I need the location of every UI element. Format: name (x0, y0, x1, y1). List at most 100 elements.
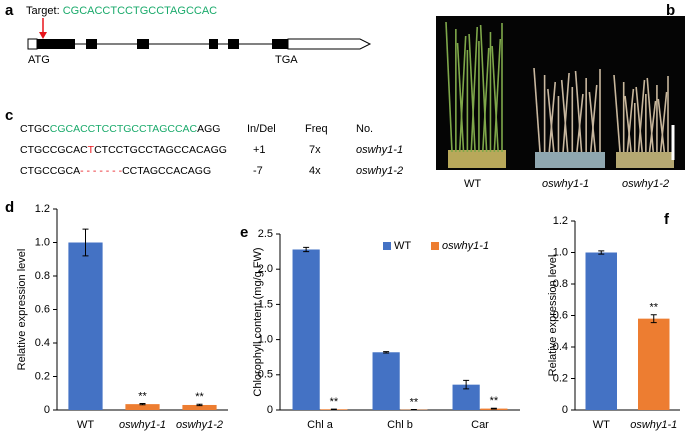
y-tick-label: 0.5 (258, 369, 273, 381)
sequence-part: CTCCTGCCTAGCCACAGG (94, 144, 227, 156)
leaf (479, 24, 488, 153)
indel: -7 (253, 165, 263, 177)
sequence-part: CCTAGCCACAGG (122, 165, 211, 177)
y-tick-label: 0 (44, 404, 50, 416)
error-bar (490, 407, 497, 410)
significance: ** (649, 302, 658, 314)
exon (37, 39, 75, 49)
y-axis-label: Chlorophyll content (mg/g FW) (252, 247, 264, 396)
error-bar (650, 314, 657, 324)
exon (86, 39, 97, 49)
genotype: oswhy1-1 (542, 178, 589, 190)
freq: 4x (309, 165, 321, 177)
leaf (659, 91, 668, 153)
y-tick-label: 0.4 (35, 337, 50, 349)
leaf (613, 74, 621, 153)
legend-swatch (431, 242, 439, 250)
sequence-part: CTGC (20, 123, 50, 135)
leaf (626, 88, 635, 153)
y-tick-label: 0 (267, 404, 273, 416)
sequence-part: CTGCCGCA (20, 165, 80, 177)
leaf (470, 26, 479, 153)
y-tick-label: 2.0 (258, 263, 273, 275)
leaf (548, 81, 557, 153)
column-header: No. (356, 123, 373, 135)
alignment: CTGCCGCACCTCCTGCCTAGCCACAGG In/Del Freq No.… (20, 123, 403, 177)
leaf (445, 21, 453, 153)
x-tick-label: Chl a (307, 419, 334, 431)
error-bar (463, 379, 470, 390)
leaf (657, 98, 666, 153)
panel-letter: b (666, 2, 675, 19)
target-sequence: CGCACCTCCTGCCTAGCCAC (63, 5, 217, 17)
y-tick-label: 1.0 (258, 334, 273, 346)
leaf (646, 77, 655, 153)
leaf (533, 67, 541, 153)
panel-letter: a (5, 2, 14, 19)
pot (616, 152, 674, 168)
pot (535, 152, 605, 168)
panel-letter: d (5, 199, 14, 216)
x-tick-label: oswhy1-1 (119, 419, 166, 431)
leaf (456, 42, 465, 153)
legend-label: WT (394, 240, 411, 252)
x-tick-label: oswhy1-2 (176, 419, 223, 431)
y-axis-label: Relative expression level (547, 255, 559, 377)
bar (638, 318, 670, 410)
x-tick-label: WT (593, 419, 610, 431)
exon (228, 39, 239, 49)
y-tick-label: 0.8 (553, 278, 568, 290)
start-codon: ATG (28, 54, 50, 66)
exon (209, 39, 218, 49)
y-tick-label: 1.5 (258, 298, 273, 310)
bar (372, 352, 400, 410)
panel-letter: c (5, 107, 13, 124)
leaf (547, 88, 555, 153)
leaf (648, 100, 657, 153)
leaf (589, 84, 598, 153)
photo (436, 16, 685, 170)
x-tick-label: Car (471, 419, 489, 431)
y-tick-label: 1.0 (553, 246, 568, 258)
legend-swatch (383, 242, 391, 250)
leaf (635, 86, 643, 153)
target-label: Target: (26, 5, 60, 17)
error-bar (383, 351, 390, 354)
y-tick-label: 0.2 (553, 372, 568, 384)
y-tick-label: 2.5 (258, 228, 273, 240)
x-tick-label: oswhy1-1 (630, 419, 677, 431)
significance: ** (138, 390, 147, 402)
exon (137, 39, 149, 49)
significance: ** (330, 396, 339, 408)
sequence: CTGCCGCACTCTCCTGCCTAGCCACAGG (20, 144, 227, 156)
legend-label: oswhy1-1 (442, 240, 489, 252)
stop-codon: TGA (275, 54, 298, 66)
sequence: CTGCCGCACCTCCTGCCTAGCCACAGG (20, 123, 220, 135)
leaf (562, 72, 570, 153)
genotype: oswhy1-2 (622, 178, 669, 190)
panel-letter: f (664, 211, 670, 228)
error-bar (303, 246, 310, 253)
y-tick-label: 0.6 (553, 309, 568, 321)
y-tick-label: 1.2 (553, 215, 568, 227)
utr (27, 38, 38, 50)
sequence-part: - - - - - - - (80, 165, 122, 177)
error-bar (139, 402, 146, 406)
y-tick-label: 0.8 (35, 270, 50, 282)
x-tick-label: Chl b (387, 419, 413, 431)
y-tick-label: 0.4 (553, 341, 568, 353)
line-name: oswhy1-2 (356, 165, 403, 177)
line-name: oswhy1-1 (356, 144, 403, 156)
y-tick-label: 0.2 (35, 370, 50, 382)
leaf (491, 45, 499, 153)
error-bar (598, 250, 605, 255)
significance: ** (410, 396, 419, 408)
freq: 7x (309, 144, 321, 156)
arrow-head (39, 32, 47, 39)
bar (125, 404, 160, 410)
error-bar (82, 228, 89, 257)
y-tick-label: 1.2 (35, 203, 50, 215)
y-tick-label: 0 (562, 404, 568, 416)
